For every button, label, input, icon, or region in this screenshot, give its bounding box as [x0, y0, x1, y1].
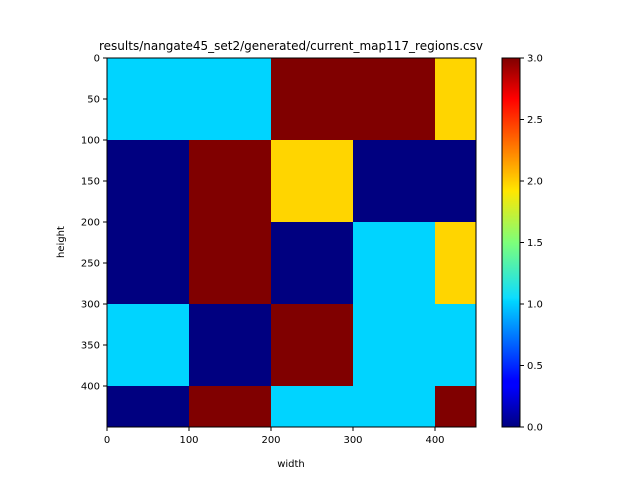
y-tick-label: 300: [81, 300, 100, 311]
heatmap-cell: [189, 140, 272, 223]
chart-title: results/nangate45_set2/generated/current…: [99, 39, 483, 53]
colorbar-tick-label: 1.0: [527, 300, 543, 311]
y-tick-label: 250: [81, 259, 100, 270]
heatmap-cell: [189, 304, 272, 387]
colorbar: [501, 57, 521, 428]
y-tick-label: 50: [87, 95, 100, 106]
colorbar-tick-label: 2.0: [527, 177, 543, 188]
heatmap-cells: [107, 58, 477, 428]
heatmap-cell: [107, 140, 190, 223]
y-axis-ticks: 0 50 100 150 200 250 300 350 400: [81, 54, 107, 393]
heatmap-cell: [435, 304, 477, 387]
heatmap-cell: [107, 386, 190, 428]
colorbar-ticks: 0.0 0.5 1.0 1.5 2.0 2.5 3.0: [520, 54, 543, 434]
heatmap-cell: [435, 222, 477, 305]
heatmap-cell: [353, 140, 436, 223]
heatmap-cell: [435, 386, 477, 428]
y-tick-label: 150: [81, 177, 100, 188]
heatmap-cell: [353, 304, 436, 387]
colorbar-tick-label: 2.5: [527, 115, 543, 126]
heatmap-cell: [435, 140, 477, 223]
y-axis-label: height: [56, 226, 67, 258]
heatmap-cell: [353, 386, 436, 428]
x-tick-label: 200: [261, 435, 280, 446]
heatmap-cell: [107, 58, 190, 141]
heatmap-cell: [435, 58, 477, 141]
y-tick-label: 200: [81, 218, 100, 229]
y-tick-label: 400: [81, 382, 100, 393]
heatmap-cell: [353, 58, 436, 141]
heatmap-cell: [271, 222, 354, 305]
x-tick-label: 400: [425, 435, 444, 446]
x-tick-label: 100: [179, 435, 198, 446]
y-tick-label: 0: [94, 54, 100, 65]
x-axis-ticks: 0 100 200 300 400: [104, 427, 445, 446]
heatmap-cell: [271, 140, 354, 223]
x-tick-label: 300: [343, 435, 362, 446]
y-tick-label: 100: [81, 136, 100, 147]
colorbar-tick-label: 1.5: [527, 238, 543, 249]
colorbar-tick-label: 3.0: [527, 54, 543, 65]
heatmap-cell: [189, 222, 272, 305]
heatmap-cell: [189, 58, 272, 141]
y-tick-label: 350: [81, 341, 100, 352]
heatmap-cell: [189, 386, 272, 428]
colorbar-tick-label: 0.5: [527, 361, 543, 372]
heatmap-cell: [271, 386, 354, 428]
heatmap-cell: [107, 222, 190, 305]
plot-frame: [106, 57, 477, 428]
heatmap-cell: [353, 222, 436, 305]
heatmap-cell: [107, 304, 190, 387]
x-tick-label: 0: [104, 435, 110, 446]
heatmap-cell: [271, 58, 354, 141]
heatmap-cell: [271, 304, 354, 387]
x-axis-label: width: [277, 459, 305, 470]
colorbar-tick-label: 0.0: [527, 423, 543, 434]
